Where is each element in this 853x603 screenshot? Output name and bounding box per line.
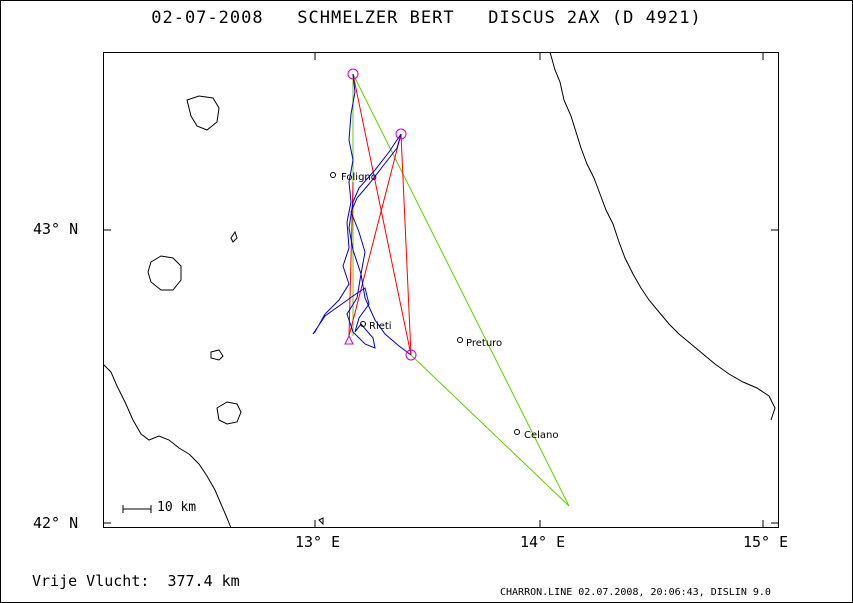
turnpoint-finish	[344, 334, 354, 345]
lon-label-13: 13° E	[295, 533, 341, 551]
axis-ticks	[103, 52, 779, 528]
free-flight-distance: Vrije Vlucht: 377.4 km	[32, 572, 240, 590]
flight-title: 02-07-2008 SCHMELZER BERT DISCUS 2AX (D …	[151, 8, 702, 28]
lon-label-14: 14° E	[520, 533, 566, 551]
optimized-route	[352, 73, 570, 507]
lon-label-15: 15° E	[743, 533, 789, 551]
lake-piediluco	[230, 230, 238, 243]
turnpoint-2	[405, 349, 417, 361]
lake-trasimeno	[186, 95, 220, 131]
lat-label-42: 42° N	[33, 514, 79, 532]
map-frame	[103, 52, 779, 528]
coastline-east	[549, 52, 776, 421]
city-label-rieti: Rieti	[369, 321, 392, 332]
lake-small	[318, 517, 324, 526]
lat-label-43: 43° N	[33, 220, 79, 238]
coastline-west	[103, 363, 232, 529]
lake-bracciano	[216, 401, 242, 425]
turnpoints	[344, 68, 417, 361]
software-credit: CHARRON.LINE 02.07.2008, 20:06:43, DISLI…	[500, 587, 771, 598]
scale-label: 10 km	[157, 500, 197, 515]
city-label-celano: Celano	[524, 430, 559, 441]
turnpoint-start	[347, 68, 359, 80]
lake-bolsena	[147, 255, 182, 291]
scale-bar	[122, 505, 152, 513]
turnpoint-1	[395, 128, 407, 140]
city-label-preturo: Preturo	[466, 338, 503, 349]
lake-vico	[210, 349, 224, 361]
flight-map	[103, 52, 779, 529]
flight-track	[312, 73, 412, 356]
city-markers	[330, 172, 520, 435]
task-route	[348, 73, 412, 356]
city-label-foligno: Foligno	[341, 172, 377, 183]
